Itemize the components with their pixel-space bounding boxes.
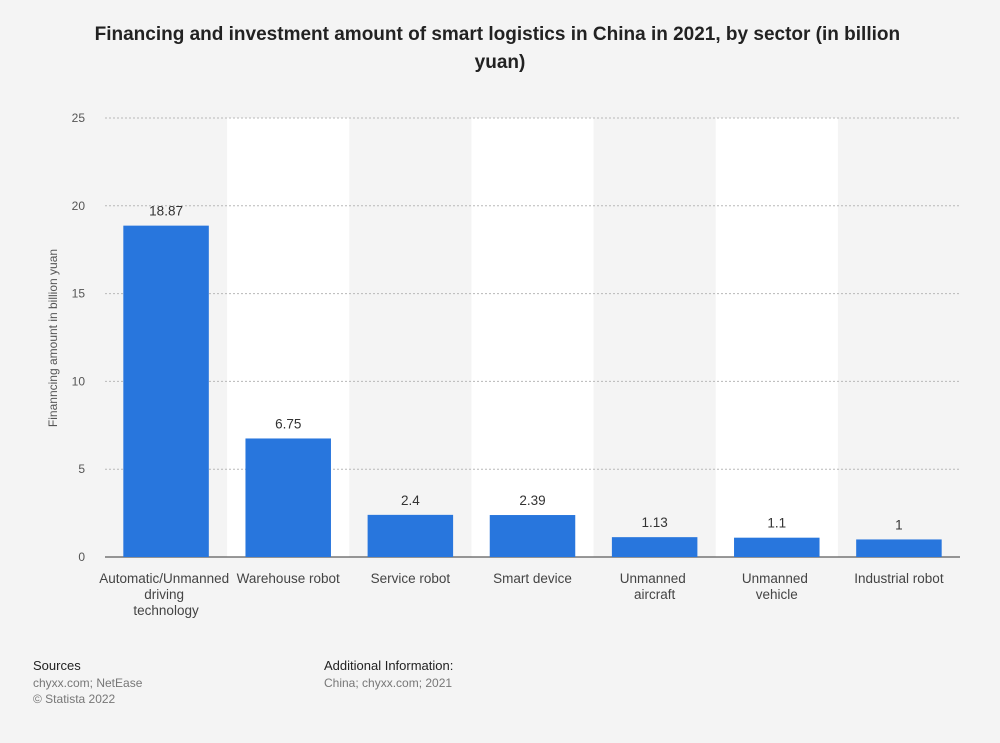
x-tick-label: Industrial robot <box>854 571 944 586</box>
info-title: Additional Information: <box>324 658 453 673</box>
chart-title: Financing and investment amount of smart… <box>95 24 906 73</box>
bar <box>489 515 576 557</box>
value-label: 6.75 <box>275 416 301 431</box>
x-tick-label: Unmanned aircraft <box>620 571 690 602</box>
x-tick-label: Smart device <box>493 571 572 586</box>
sources: chyxx.com; NetEase <box>33 676 143 690</box>
y-tick-label: 15 <box>72 287 86 301</box>
y-tick-label: 20 <box>72 199 86 213</box>
x-tick-label: Warehouse robot <box>237 571 340 586</box>
band <box>471 118 594 557</box>
y-tick-label: 25 <box>72 111 86 125</box>
value-label: 2.4 <box>401 493 420 508</box>
x-tick-label: Service robot <box>371 571 451 586</box>
y-tick-label: 0 <box>78 550 85 564</box>
value-label: 1.13 <box>642 515 668 530</box>
sources-title: Sources <box>33 658 81 673</box>
bar <box>245 438 331 557</box>
bar <box>856 539 942 557</box>
bar <box>611 537 698 557</box>
band <box>715 118 838 557</box>
value-label: 2.39 <box>519 493 545 508</box>
value-label: 1 <box>895 517 903 532</box>
info: China; chyxx.com; 2021 <box>324 676 452 690</box>
value-label: 1.1 <box>767 516 786 531</box>
value-label: 18.87 <box>149 204 183 219</box>
y-tick-label: 10 <box>72 374 86 388</box>
y-tick-label: 5 <box>78 462 85 476</box>
x-tick-label: Unmanned vehicle <box>742 571 812 602</box>
bar <box>734 537 820 557</box>
copyright: © Statista 2022 <box>33 692 116 706</box>
y-axis-label: Finanncing amount in billion yuan <box>46 249 60 427</box>
bar <box>367 514 454 557</box>
bar <box>123 225 209 557</box>
x-tick-label: Automatic/Unmanned driving technology <box>99 571 233 618</box>
